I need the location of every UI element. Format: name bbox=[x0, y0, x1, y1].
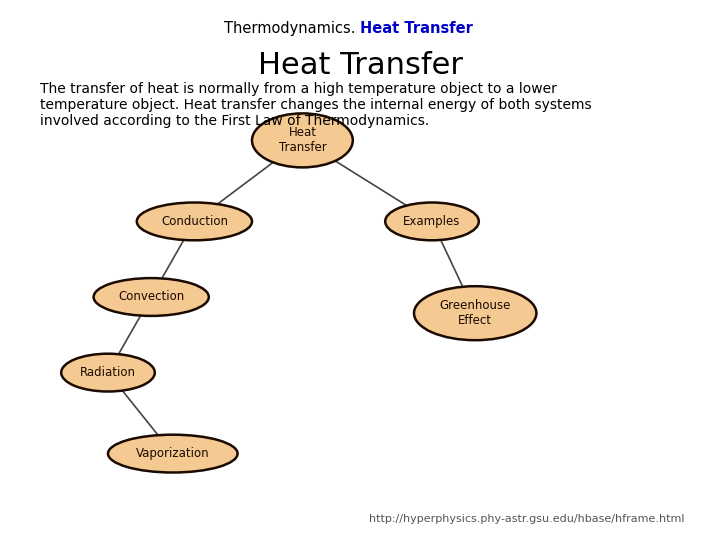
Text: Heat
Transfer: Heat Transfer bbox=[279, 126, 326, 154]
Text: Greenhouse
Effect: Greenhouse Effect bbox=[439, 299, 511, 327]
Text: Examples: Examples bbox=[403, 215, 461, 228]
Ellipse shape bbox=[61, 354, 155, 391]
Text: The transfer of heat is normally from a high temperature object to a lower
tempe: The transfer of heat is normally from a … bbox=[40, 82, 591, 129]
Text: Heat Transfer: Heat Transfer bbox=[258, 51, 462, 80]
Ellipse shape bbox=[385, 202, 479, 240]
Text: Radiation: Radiation bbox=[80, 366, 136, 379]
Ellipse shape bbox=[137, 202, 252, 240]
Text: http://hyperphysics.phy-astr.gsu.edu/hbase/hframe.html: http://hyperphysics.phy-astr.gsu.edu/hba… bbox=[369, 514, 684, 524]
Ellipse shape bbox=[252, 113, 353, 167]
Text: Heat Transfer: Heat Transfer bbox=[360, 21, 473, 36]
Ellipse shape bbox=[414, 286, 536, 340]
Text: Thermodynamics.: Thermodynamics. bbox=[224, 21, 360, 36]
Text: Convection: Convection bbox=[118, 291, 184, 303]
Ellipse shape bbox=[108, 435, 238, 472]
Ellipse shape bbox=[94, 278, 209, 316]
Text: Vaporization: Vaporization bbox=[136, 447, 210, 460]
Text: Conduction: Conduction bbox=[161, 215, 228, 228]
